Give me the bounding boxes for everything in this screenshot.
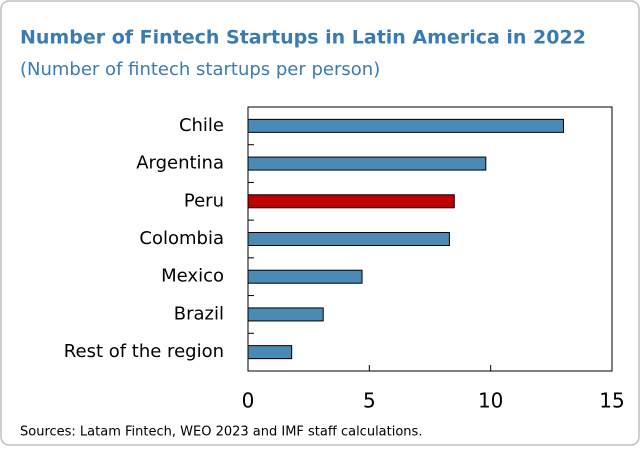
source-note: Sources: Latam Fintech, WEO 2023 and IMF…	[20, 425, 422, 440]
bar	[247, 307, 324, 322]
y-tick-label: Argentina	[136, 153, 224, 174]
chart-title: Number of Fintech Startups in Latin Amer…	[20, 27, 586, 49]
y-tick-label: Peru	[184, 190, 224, 211]
x-tick-label: 15	[599, 389, 624, 413]
x-tick-label: 10	[478, 389, 503, 413]
bar	[247, 156, 487, 171]
bar	[247, 194, 455, 209]
bar	[247, 345, 293, 360]
bar	[247, 269, 363, 284]
y-tick-label: Colombia	[139, 228, 224, 249]
x-tick-label: 0	[242, 389, 255, 413]
y-tick-label: Brazil	[174, 303, 224, 324]
bar	[247, 118, 564, 133]
x-tick-label: 5	[363, 389, 376, 413]
y-tick-label: Chile	[179, 115, 224, 136]
y-tick-label: Rest of the region	[64, 341, 224, 362]
y-tick-label: Mexico	[161, 266, 224, 287]
chart-subtitle: (Number of fintech startups per person)	[20, 59, 380, 80]
bar	[247, 232, 450, 246]
